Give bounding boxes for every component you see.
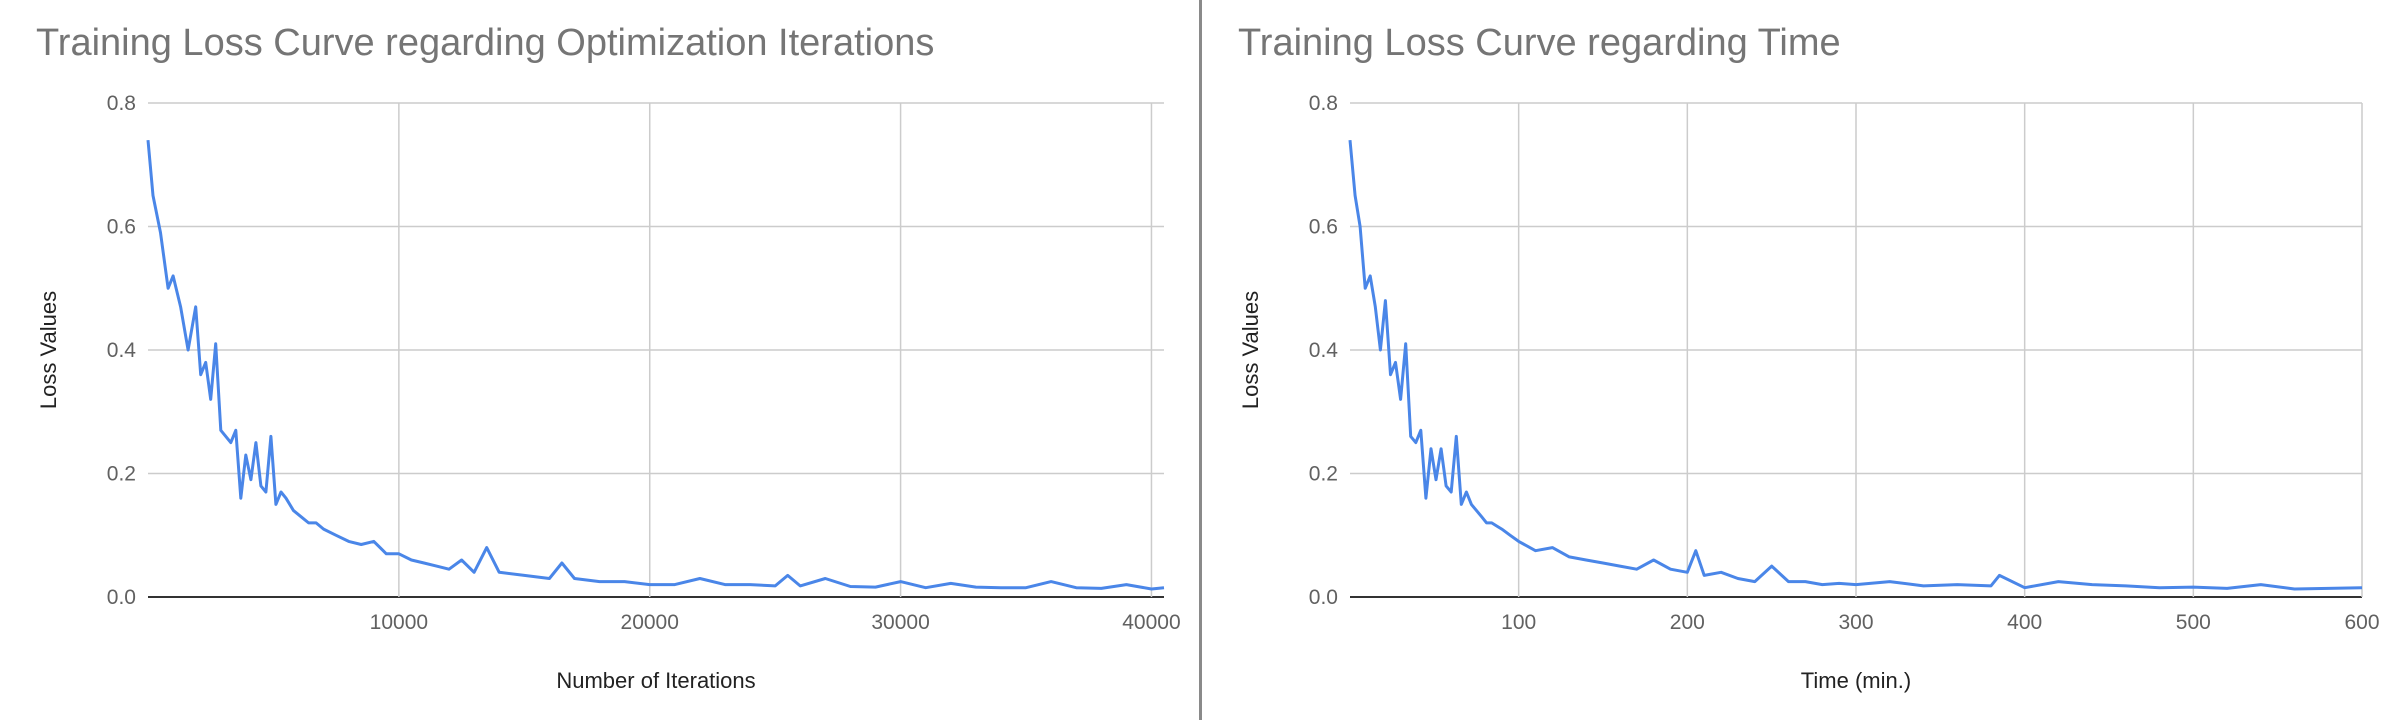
- x-axis-label: Time (min.): [1801, 668, 1911, 693]
- x-tick-label: 400: [2007, 611, 2042, 634]
- x-tick-label: 600: [2344, 611, 2379, 634]
- y-tick-label: 0.6: [107, 216, 136, 239]
- loss-series-line: [1348, 139, 2363, 591]
- chart-title: Training Loss Curve regarding Time: [1238, 22, 1841, 64]
- y-axis-label: Loss Values: [36, 291, 61, 409]
- x-tick-label: 20000: [621, 611, 679, 634]
- x-tick-label: 30000: [871, 611, 929, 634]
- x-tick-label: 200: [1670, 611, 1705, 634]
- chart-panel-iterations: Training Loss Curve regarding Optimizati…: [0, 0, 1198, 720]
- loss-vs-iterations-chart: 0.0 0.2 0.4 0.6 0.8 10000 20000 30000 40000 Numbe…: [36, 92, 1181, 693]
- x-tick-label: 500: [2176, 611, 2211, 634]
- x-tick-label: 300: [1838, 611, 1873, 634]
- y-tick-label: 0.2: [1309, 463, 1338, 486]
- y-tick-label: 0.0: [1309, 586, 1338, 609]
- y-axis-label: Loss Values: [1238, 291, 1263, 409]
- panel-divider: [1199, 0, 1202, 720]
- y-tick-label: 0.0: [107, 586, 136, 609]
- y-tick-label: 0.2: [107, 463, 136, 486]
- loss-vs-time-chart: 0.0 0.2 0.4 0.6 0.8 100 200 300 400 500 600 Time (m…: [1238, 92, 2380, 693]
- chart-panel-time: Training Loss Curve regarding Time 0.0 0.…: [1202, 0, 2400, 720]
- y-tick-label: 0.8: [1309, 92, 1338, 115]
- chart-title: Training Loss Curve regarding Optimizati…: [36, 22, 935, 64]
- x-axis-label: Number of Iterations: [556, 668, 755, 693]
- x-tick-label: 10000: [370, 611, 428, 634]
- y-tick-label: 0.4: [1309, 339, 1339, 362]
- x-tick-label: 100: [1501, 611, 1536, 634]
- y-tick-label: 0.8: [107, 92, 136, 115]
- loss-series-line: [146, 139, 1165, 591]
- y-tick-label: 0.6: [1309, 216, 1338, 239]
- y-tick-label: 0.4: [107, 339, 137, 362]
- x-tick-label: 40000: [1122, 611, 1180, 634]
